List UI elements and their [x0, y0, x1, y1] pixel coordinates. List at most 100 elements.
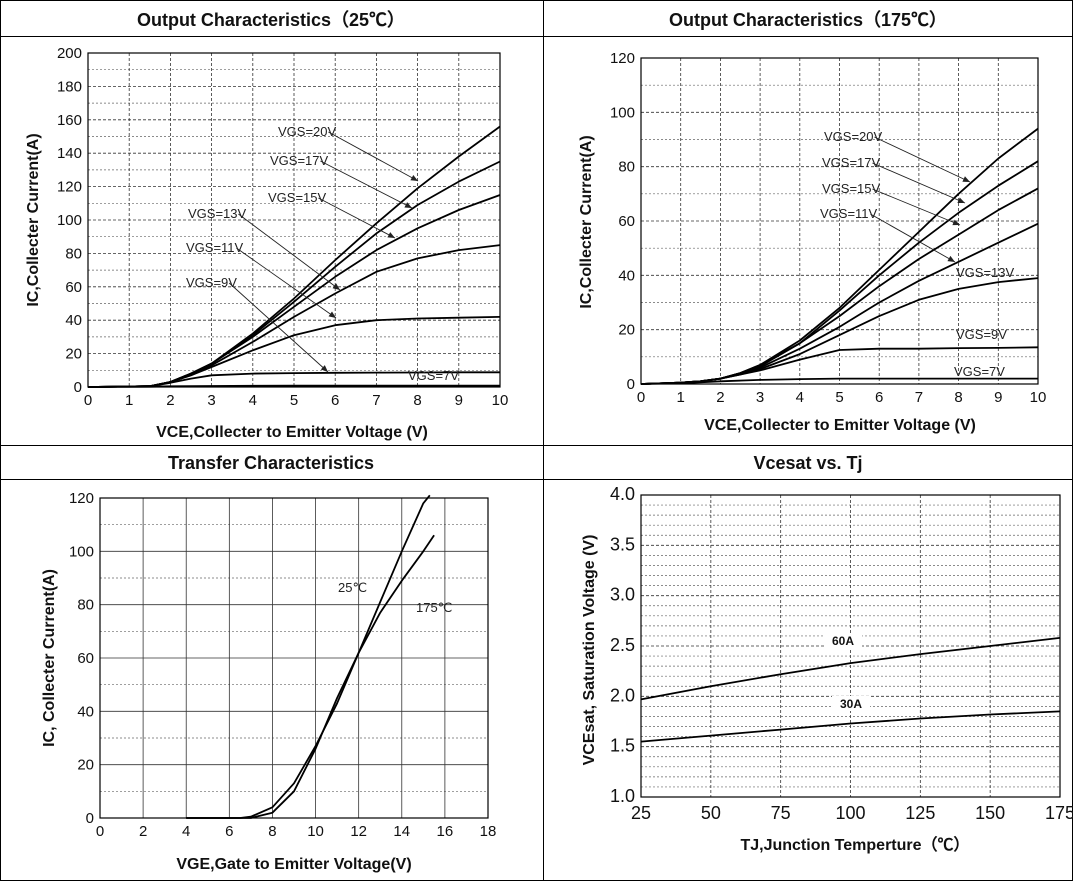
leader-arrowhead — [404, 202, 412, 208]
x-tick-label: 2 — [139, 823, 147, 840]
series-label: VGS=9V — [186, 275, 237, 290]
leader-arrowhead — [328, 311, 336, 318]
x-tick-label: 50 — [701, 803, 721, 823]
x-tick-label: 150 — [975, 803, 1005, 823]
series-label: VGS=11V — [820, 206, 878, 221]
series-label: VGS=15V — [268, 190, 327, 205]
chart2-y-axis-label: IC,Collecter Current(A) — [578, 135, 595, 308]
y-tick-label: 60 — [618, 213, 635, 230]
leader-arrowhead — [947, 255, 955, 262]
y-tick-label: 2.0 — [610, 685, 635, 705]
x-tick-label: 8 — [413, 392, 421, 409]
series-label: VGS=13V — [188, 206, 247, 221]
leader-line — [318, 197, 396, 239]
leader-line — [872, 188, 961, 226]
series-label: VGS=17V — [270, 153, 329, 168]
leader-arrowhead — [320, 365, 328, 372]
series-label: 60A — [832, 634, 854, 648]
x-tick-label: 1 — [125, 392, 133, 409]
chart4-ticks: 25 50 75 100 125 150 175 1.0 1.5 2.0 2.5 3.0 3.5 4.0 — [610, 484, 1073, 823]
x-tick-label: 4 — [182, 823, 190, 840]
leader-arrowhead — [957, 197, 965, 203]
chart2-title: Output Characteristics（175℃） — [669, 10, 947, 30]
x-tick-label: 3 — [756, 389, 764, 406]
chart3-ticks: 0 2 4 6 8 10 12 14 16 18 0 20 40 60 80 100 120 — [69, 490, 496, 840]
x-tick-label: 9 — [994, 389, 1002, 406]
y-tick-label: 160 — [57, 112, 82, 129]
y-tick-label: 2.5 — [610, 635, 635, 655]
x-tick-label: 0 — [84, 392, 92, 409]
y-tick-label: 80 — [77, 597, 94, 614]
y-tick-label: 20 — [618, 322, 635, 339]
series-label: VGS=7V — [954, 364, 1005, 379]
leader-line — [236, 247, 337, 319]
y-tick-label: 0 — [627, 376, 635, 393]
x-tick-label: 5 — [290, 392, 298, 409]
series-label-bg — [832, 696, 870, 711]
x-tick-label: 75 — [771, 803, 791, 823]
series-line-2 — [186, 534, 435, 819]
x-tick-label: 2 — [716, 389, 724, 406]
y-tick-label: 80 — [65, 245, 82, 262]
x-tick-label: 0 — [637, 389, 645, 406]
y-tick-label: 120 — [57, 179, 82, 196]
x-tick-label: 14 — [393, 823, 410, 840]
chart4-grid — [640, 494, 1061, 798]
series-label: VGS=13V — [956, 265, 1015, 280]
series-label: 175℃ — [416, 600, 452, 615]
x-tick-label: 10 — [492, 392, 509, 409]
series-line-2 — [640, 710, 1061, 743]
chart1-x-axis-label: VCE,Collecter to Emitter Voltage (V) — [156, 424, 428, 441]
leader-line — [870, 213, 956, 263]
plot-frame — [640, 494, 1061, 798]
x-tick-label: 6 — [875, 389, 883, 406]
chart1-output-25c: 0 1 2 3 4 5 6 7 8 9 10020406080100120140160180200 … — [25, 45, 508, 441]
y-tick-label: 200 — [57, 45, 82, 62]
leader-line — [872, 162, 966, 204]
y-tick-label: 4.0 — [610, 484, 635, 504]
y-tick-label: 0 — [74, 379, 82, 396]
chart3-annotations: 25℃ 175℃ — [338, 580, 452, 615]
y-tick-label: 0 — [86, 810, 94, 827]
chart4-vcesat-vs-tj: 25 50 75 100 125 150 1751.01.52.02.53.03.54.0 … — [581, 484, 1073, 854]
x-tick-label: 1 — [677, 389, 685, 406]
y-tick-label: 100 — [57, 212, 82, 229]
x-tick-label: 12 — [350, 823, 367, 840]
chart4-title: Vcesat vs. Tj — [753, 453, 862, 473]
y-tick-label: 140 — [57, 145, 82, 162]
chart3-x-axis-label: VGE,Gate to Emitter Voltage(V) — [176, 856, 411, 873]
x-tick-label: 6 — [331, 392, 339, 409]
chart3-grid — [99, 497, 489, 819]
leader-line — [320, 160, 413, 209]
leader-line — [238, 213, 341, 291]
y-tick-label: 3.5 — [610, 534, 635, 554]
chart2-annotations: VGS=20V VGS=17V VGS=15V VGS=11V VGS=13V VGS=9… — [820, 129, 1015, 379]
x-tick-label: 10 — [307, 823, 324, 840]
x-tick-label: 175 — [1045, 803, 1073, 823]
chart2-x-axis-label: VCE,Collecter to Emitter Voltage (V) — [704, 417, 976, 434]
x-tick-label: 2 — [166, 392, 174, 409]
chart1-grid — [87, 52, 501, 388]
x-tick-label: 16 — [437, 823, 454, 840]
series-label: 30A — [840, 697, 862, 711]
leader-arrowhead — [332, 283, 340, 290]
y-tick-label: 40 — [65, 312, 82, 329]
leader-arrowhead — [410, 175, 418, 181]
x-tick-label: 5 — [835, 389, 843, 406]
chart1-y-axis-label: IC,Collecter Current(A) — [25, 133, 42, 306]
x-tick-label: 4 — [796, 389, 804, 406]
x-tick-label: 8 — [268, 823, 276, 840]
chart1-series — [87, 125, 501, 388]
x-tick-label: 100 — [835, 803, 865, 823]
leader-arrowhead — [387, 232, 395, 238]
y-tick-label: 120 — [69, 490, 94, 507]
chart4-annotations: 60A 30A — [824, 633, 870, 711]
plot-frame — [87, 52, 501, 388]
series-label: VGS=15V — [822, 181, 881, 196]
y-tick-label: 100 — [610, 104, 635, 121]
leader-arrowhead — [962, 176, 970, 182]
y-tick-label: 60 — [77, 650, 94, 667]
